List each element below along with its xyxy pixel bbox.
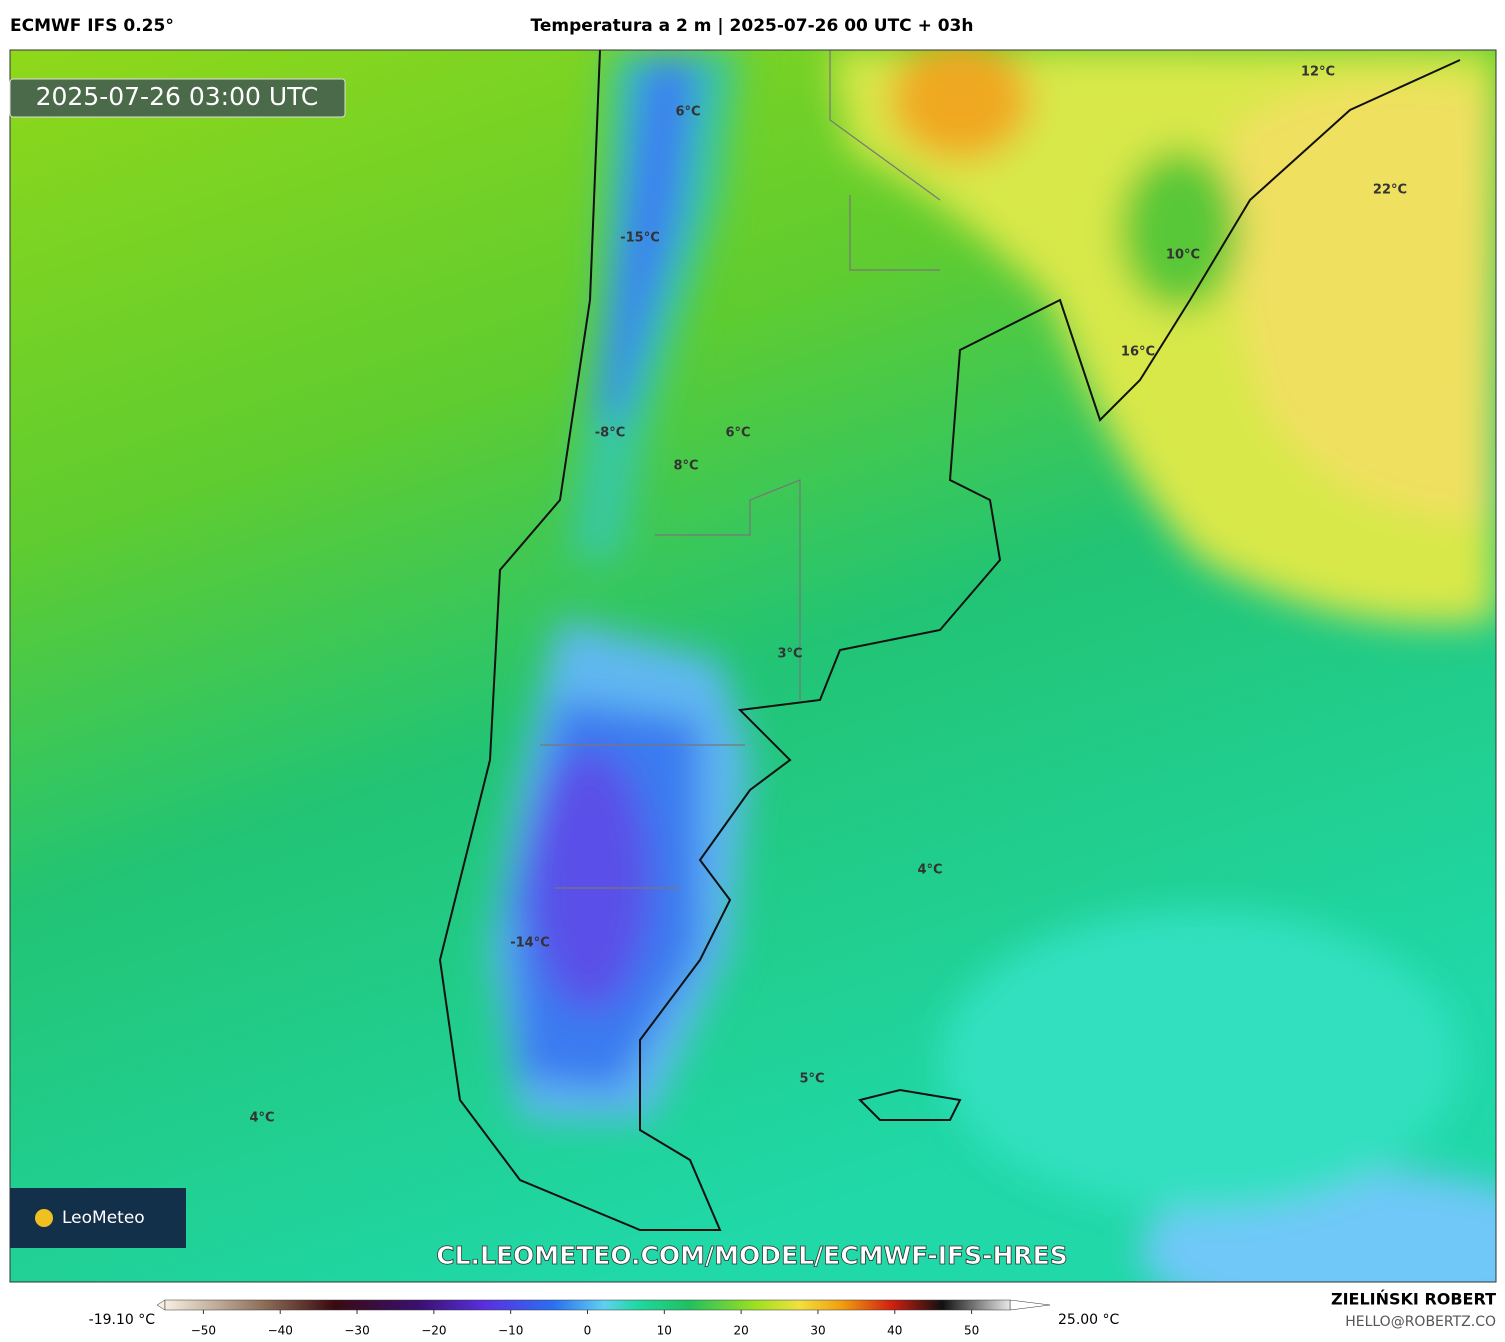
colorbar-tick-label: 30 (810, 1324, 825, 1338)
temperature-label: 16°C (1121, 345, 1155, 360)
map: 12°C 22°C 6°C -15°C 10°C 16°C -8°C 6°C 8°C 3°C 4°C… (10, 50, 1496, 1282)
logo-sun (35, 1209, 53, 1227)
colorbar-end (1009, 1299, 1051, 1311)
colorbar-tick-label: 40 (887, 1324, 902, 1338)
model-name: ECMWF IFS 0.25° (10, 16, 174, 36)
islands (858, 1088, 962, 1121)
colorbar-tick-label: 0 (584, 1324, 592, 1338)
temperature-label: 4°C (917, 863, 942, 878)
colorbar-min: -19.10 °C (89, 1312, 156, 1328)
source-url: CL.LEOMETEO.COM/MODEL/ECMWF-IFS-HRES (436, 1241, 1068, 1270)
temperature-label: 6°C (675, 105, 700, 120)
email: HELLO@ROBERTZ.CO (1345, 1314, 1496, 1330)
temperature-label: 22°C (1373, 183, 1407, 198)
temperature-label: 3°C (777, 647, 802, 662)
colorbar-scale (164, 1299, 1011, 1311)
colorbar: −50 −40 −30 −20 −10 0 10 20 30 40 50 (156, 1299, 1051, 1338)
colorbar-tick-label: −10 (498, 1324, 523, 1338)
map-frame (9, 49, 1497, 1283)
author: ZIELIŃSKI ROBERT (1331, 1290, 1496, 1309)
colorbar-tick-label: 20 (733, 1324, 748, 1338)
temperature-label: -15°C (620, 231, 660, 246)
timestamp-box (9, 78, 346, 118)
coastline (438, 50, 1461, 1231)
temperature-label: 12°C (1301, 65, 1335, 80)
temperature-label: -14°C (510, 936, 550, 951)
colorbar-end (156, 1299, 166, 1311)
colorbar-tick-label: −40 (268, 1324, 293, 1338)
temperature-label: -8°C (595, 426, 625, 441)
colorbar-tick-label: −30 (344, 1324, 369, 1338)
colorbar-tick-label: 10 (657, 1324, 672, 1338)
temperature-label: 6°C (725, 426, 750, 441)
map-title: Temperatura a 2 m | 2025-07-26 00 UTC + … (531, 16, 974, 36)
temperature-label: 5°C (799, 1072, 824, 1087)
map-labels: 12°C 22°C 6°C -15°C 10°C 16°C -8°C 6°C 8°C 3°C 4°C… (249, 65, 1407, 1126)
borders (540, 50, 941, 889)
logo-text: LeoMeteo (62, 1208, 145, 1228)
temperature-label: 8°C (673, 459, 698, 474)
colorbar-tick-label: −20 (421, 1324, 446, 1338)
colorbar-tick-label: 50 (964, 1324, 979, 1338)
temperature-label: 4°C (249, 1111, 274, 1126)
colorbar-tick-label: −50 (191, 1324, 216, 1338)
timestamp: 2025-07-26 03:00 UTC (36, 82, 319, 111)
temperature-label: 10°C (1166, 248, 1200, 263)
colorbar-max: 25.00 °C (1058, 1312, 1120, 1328)
